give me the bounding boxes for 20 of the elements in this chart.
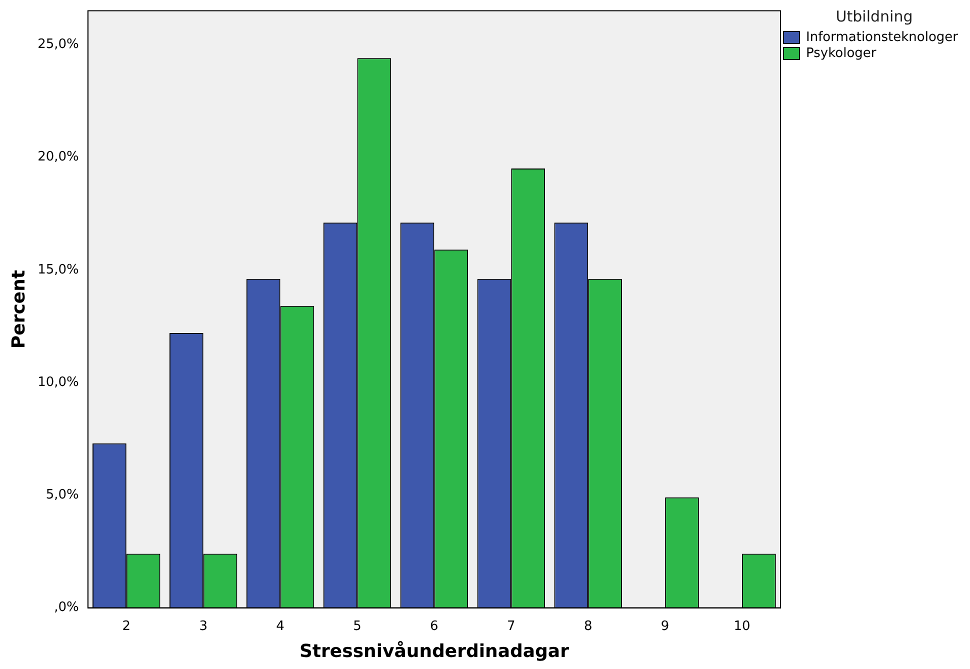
x-tick-label: 7 [507,618,516,634]
x-tick-label: 3 [199,618,208,634]
y-tick-label: 20,0% [38,150,79,165]
y-tick-label: 15,0% [38,262,79,278]
legend-title: Utbildning [836,7,913,26]
legend-label: Psykologer [806,46,877,61]
x-tick-label: 5 [353,618,362,634]
x-tick-label: 4 [276,618,284,634]
x-tick-label: 2 [122,618,131,634]
x-tick-label: 9 [660,618,670,634]
y-tick-label: 5,0% [46,488,79,503]
y-tick-label: 10,0% [38,374,79,390]
y-tick-label: ,0% [54,600,79,616]
x-tick-label: 6 [430,618,438,634]
x-tick-label: 8 [584,618,592,634]
y-tick-label: 25,0% [38,36,79,52]
x-axis-title: Stressnivåunderdinadagar [299,640,570,662]
y-axis-title: Percent [8,270,30,349]
x-tick-label: 10 [734,618,750,634]
legend-label: Informationsteknologer [806,30,959,45]
